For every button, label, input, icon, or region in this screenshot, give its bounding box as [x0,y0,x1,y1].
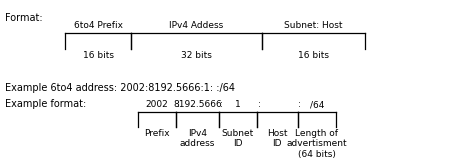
Text: 1: 1 [235,100,241,109]
Text: 8192.5666: 8192.5666 [173,100,222,109]
Text: :: : [299,100,301,109]
Text: Length of
advertisment
(64 bits): Length of advertisment (64 bits) [286,129,347,159]
Text: IPv4
address: IPv4 address [179,129,215,148]
Text: Format:: Format: [5,13,42,23]
Text: Subnet: Host: Subnet: Host [284,20,343,30]
Text: 16 bits: 16 bits [298,51,329,60]
Text: 32 bits: 32 bits [181,51,212,60]
Text: IPv4 Addess: IPv4 Addess [169,20,223,30]
Text: :: : [258,100,261,109]
Text: 16 bits: 16 bits [83,51,114,60]
Text: Subnet
ID: Subnet ID [222,129,254,148]
Text: Example format:: Example format: [5,99,86,109]
Text: Example 6to4 address: 2002:8192.5666:1: :/64: Example 6to4 address: 2002:8192.5666:1: … [5,83,235,93]
Text: Host
ID: Host ID [267,129,288,148]
Text: 2002: 2002 [145,100,168,109]
Text: Prefix: Prefix [144,129,170,138]
Text: /64: /64 [310,100,324,109]
Text: 6to4 Prefix: 6to4 Prefix [74,20,123,30]
Text: :: : [220,100,222,109]
Text: :: : [177,100,179,109]
